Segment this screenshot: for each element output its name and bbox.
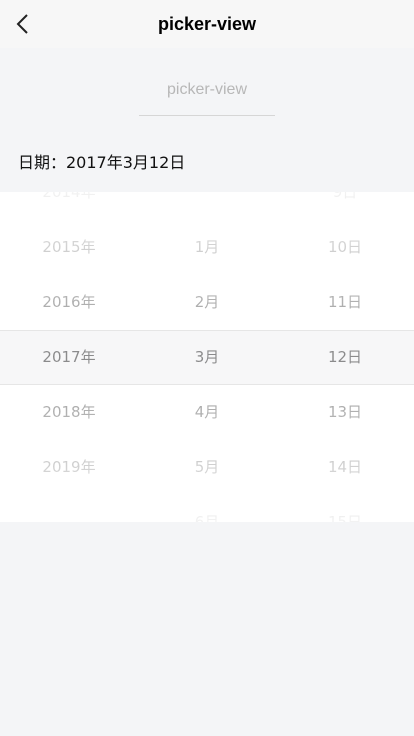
picker-item-year[interactable]: 2019年 [42,458,96,476]
picker-item-month[interactable]: 5月 [194,458,220,476]
picker-item-month[interactable]: 6月 [194,513,220,522]
chevron-left-icon [16,14,28,34]
label-underline [139,115,275,116]
nav-bar: picker-view [0,0,414,48]
picker-item-day[interactable]: 13日 [327,403,363,421]
picker-item-year[interactable] [0,494,138,522]
picker-item-year[interactable]: 2015年 [42,238,96,256]
back-button[interactable] [10,10,34,38]
picker-item-month[interactable]: 2月 [194,293,220,311]
month-column[interactable]: 1月 2月 3月 4月 5月 6月 [138,192,276,522]
picker-item-day[interactable]: 11日 [327,293,363,311]
picker-item-month-selected[interactable]: 3月 [194,348,220,366]
picker-item-year[interactable]: 2016年 [42,293,96,311]
page-title: picker-view [157,13,257,34]
picker-item-day[interactable]: 10日 [327,238,363,256]
picker-item-month[interactable]: 1月 [194,238,220,256]
year-column[interactable]: 2014年 2015年 2016年 2017年 2018年 2019年 [0,192,138,522]
picker-item-month[interactable] [138,192,276,219]
date-picker[interactable]: 2014年 2015年 2016年 2017年 2018年 2019年 1月 2… [0,192,414,522]
picker-item-day[interactable]: 15日 [327,513,363,522]
day-column[interactable]: 9日 10日 11日 12日 13日 14日 15日 [276,192,414,522]
picker-item-day-selected[interactable]: 12日 [327,348,363,366]
picker-view-label: picker-view [166,81,247,98]
date-display: 日期：2017年3月12日 [18,153,186,172]
picker-item-year[interactable]: 2018年 [42,403,96,421]
picker-item-year[interactable]: 2014年 [42,192,96,201]
picker-item-day[interactable]: 9日 [332,192,358,201]
picker-item-day[interactable]: 14日 [327,458,363,476]
picker-item-year-selected[interactable]: 2017年 [42,348,96,366]
picker-item-month[interactable]: 4月 [194,403,220,421]
